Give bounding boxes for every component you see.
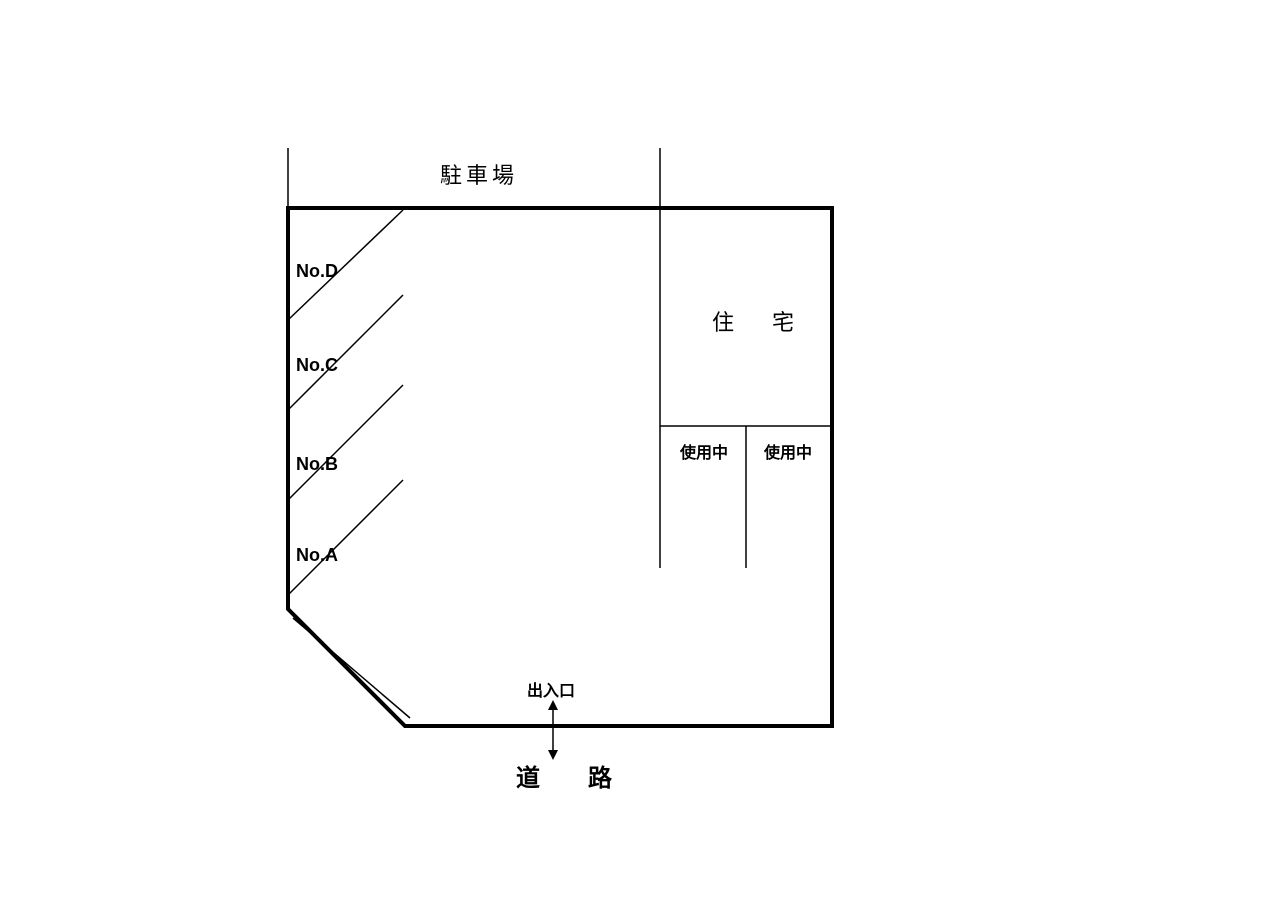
hatch-line-c bbox=[288, 295, 403, 410]
slot-label-a: No.A bbox=[296, 545, 338, 565]
outer-boundary bbox=[288, 208, 832, 726]
hatch-line-bottom bbox=[293, 618, 410, 718]
entrance-label: 出入口 bbox=[527, 681, 575, 700]
road-label: 道 路 bbox=[516, 764, 624, 792]
slot-label-d: No.D bbox=[296, 261, 338, 281]
entrance-arrow bbox=[548, 700, 558, 760]
hatch-line-corner2 bbox=[290, 577, 405, 610]
slot-label-b: No.B bbox=[296, 454, 338, 474]
parking-title: 駐車場 bbox=[440, 163, 518, 188]
in-use-label-2: 使用中 bbox=[763, 443, 812, 462]
hatch-line-b bbox=[288, 385, 403, 500]
house-label: 住 宅 bbox=[712, 310, 802, 335]
in-use-label-1: 使用中 bbox=[679, 443, 728, 462]
parking-lot-diagram: 駐車場 住 宅 使用中 使用中 No.D No.C No.B No.A 出入口 … bbox=[0, 0, 1280, 905]
slot-label-c: No.C bbox=[296, 355, 338, 375]
hatch-line-a bbox=[288, 480, 403, 595]
